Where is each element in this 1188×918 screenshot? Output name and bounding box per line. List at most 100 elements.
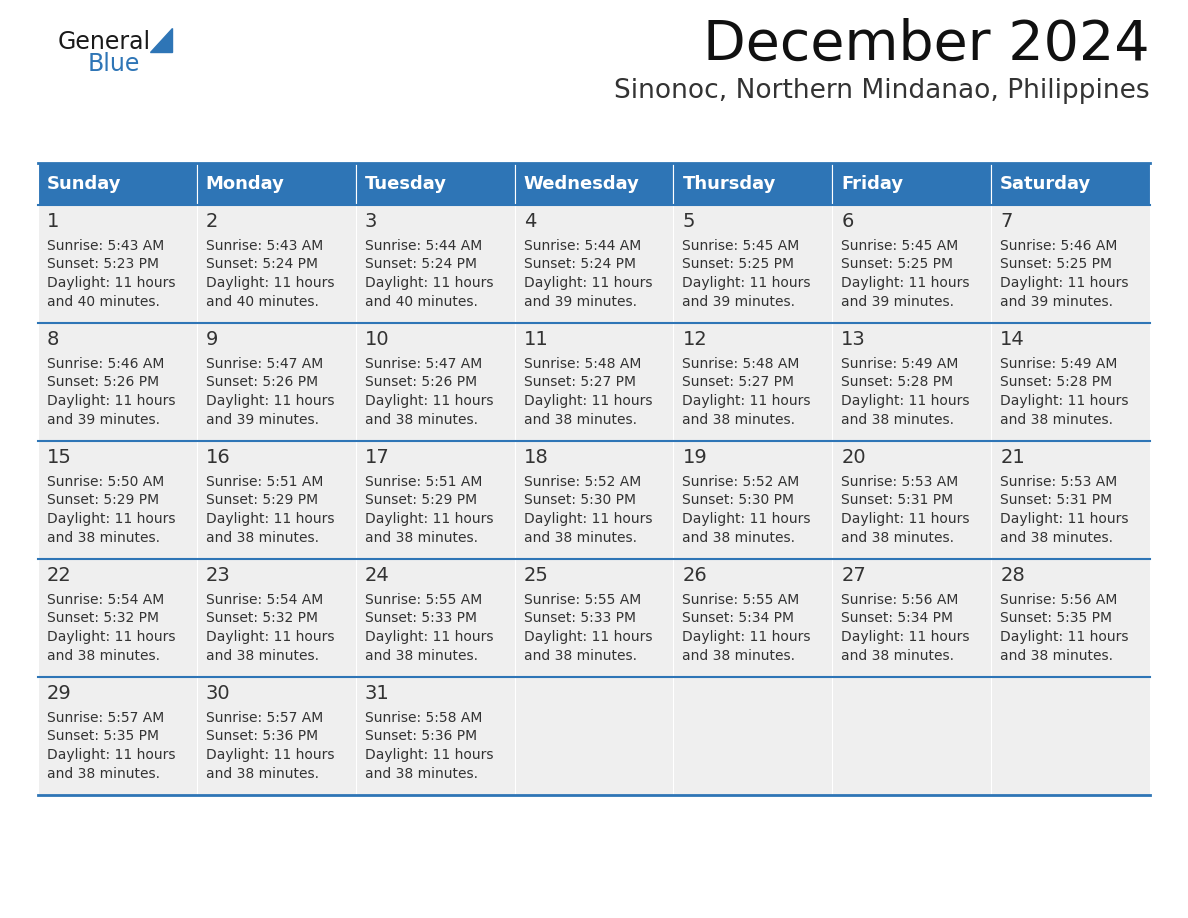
Text: Sunset: 5:34 PM: Sunset: 5:34 PM — [682, 611, 795, 625]
Text: Sunrise: 5:56 AM: Sunrise: 5:56 AM — [841, 593, 959, 607]
Text: and 38 minutes.: and 38 minutes. — [365, 767, 478, 780]
Bar — [991, 559, 1150, 677]
Bar — [38, 441, 197, 559]
Text: Sunset: 5:26 PM: Sunset: 5:26 PM — [206, 375, 318, 389]
Text: Sunset: 5:25 PM: Sunset: 5:25 PM — [682, 258, 795, 272]
Bar — [514, 205, 674, 323]
Text: Daylight: 11 hours: Daylight: 11 hours — [682, 630, 811, 644]
Text: 11: 11 — [524, 330, 549, 349]
Bar — [38, 323, 197, 441]
Text: Sunrise: 5:47 AM: Sunrise: 5:47 AM — [206, 357, 323, 371]
Text: and 38 minutes.: and 38 minutes. — [682, 648, 796, 663]
Text: Daylight: 11 hours: Daylight: 11 hours — [841, 512, 969, 526]
Text: Daylight: 11 hours: Daylight: 11 hours — [206, 512, 334, 526]
Text: 8: 8 — [48, 330, 59, 349]
Text: Sunrise: 5:46 AM: Sunrise: 5:46 AM — [48, 357, 164, 371]
Text: and 39 minutes.: and 39 minutes. — [524, 295, 637, 308]
Text: Sunset: 5:35 PM: Sunset: 5:35 PM — [1000, 611, 1112, 625]
Text: Blue: Blue — [88, 52, 140, 76]
Text: and 38 minutes.: and 38 minutes. — [365, 531, 478, 544]
Text: Daylight: 11 hours: Daylight: 11 hours — [841, 630, 969, 644]
Text: 10: 10 — [365, 330, 390, 349]
Text: Sunrise: 5:58 AM: Sunrise: 5:58 AM — [365, 711, 482, 725]
Text: Sunset: 5:33 PM: Sunset: 5:33 PM — [365, 611, 476, 625]
Text: and 38 minutes.: and 38 minutes. — [48, 531, 160, 544]
Text: 22: 22 — [48, 566, 71, 585]
Text: and 38 minutes.: and 38 minutes. — [1000, 531, 1113, 544]
Text: 7: 7 — [1000, 212, 1012, 231]
Text: and 38 minutes.: and 38 minutes. — [206, 648, 318, 663]
Text: 21: 21 — [1000, 448, 1025, 467]
Bar — [197, 677, 355, 795]
Text: Sunrise: 5:52 AM: Sunrise: 5:52 AM — [682, 475, 800, 489]
Text: Daylight: 11 hours: Daylight: 11 hours — [365, 276, 493, 290]
Text: Wednesday: Wednesday — [524, 175, 639, 193]
Text: and 39 minutes.: and 39 minutes. — [206, 412, 318, 427]
Text: Sunset: 5:25 PM: Sunset: 5:25 PM — [1000, 258, 1112, 272]
Text: 13: 13 — [841, 330, 866, 349]
Text: Sunrise: 5:52 AM: Sunrise: 5:52 AM — [524, 475, 640, 489]
Text: Sunrise: 5:57 AM: Sunrise: 5:57 AM — [48, 711, 164, 725]
Bar — [38, 559, 197, 677]
Bar — [833, 441, 991, 559]
Text: Sunrise: 5:53 AM: Sunrise: 5:53 AM — [1000, 475, 1118, 489]
Text: and 38 minutes.: and 38 minutes. — [1000, 412, 1113, 427]
Text: Daylight: 11 hours: Daylight: 11 hours — [206, 276, 334, 290]
Text: Daylight: 11 hours: Daylight: 11 hours — [524, 394, 652, 408]
Bar — [355, 559, 514, 677]
Bar — [674, 559, 833, 677]
Bar — [197, 163, 355, 205]
Text: Daylight: 11 hours: Daylight: 11 hours — [48, 276, 176, 290]
Text: Sunrise: 5:43 AM: Sunrise: 5:43 AM — [206, 239, 323, 253]
Text: Daylight: 11 hours: Daylight: 11 hours — [841, 394, 969, 408]
Text: and 38 minutes.: and 38 minutes. — [841, 412, 954, 427]
Bar — [197, 559, 355, 677]
Text: Sunrise: 5:45 AM: Sunrise: 5:45 AM — [682, 239, 800, 253]
Text: and 38 minutes.: and 38 minutes. — [682, 412, 796, 427]
Text: Sunset: 5:27 PM: Sunset: 5:27 PM — [524, 375, 636, 389]
Text: Sunset: 5:36 PM: Sunset: 5:36 PM — [365, 730, 476, 744]
Text: 23: 23 — [206, 566, 230, 585]
Text: Daylight: 11 hours: Daylight: 11 hours — [206, 630, 334, 644]
Bar — [833, 323, 991, 441]
Text: Sunset: 5:26 PM: Sunset: 5:26 PM — [365, 375, 476, 389]
Text: Friday: Friday — [841, 175, 903, 193]
Bar — [355, 323, 514, 441]
Text: 6: 6 — [841, 212, 854, 231]
Text: and 40 minutes.: and 40 minutes. — [206, 295, 318, 308]
Bar — [38, 205, 197, 323]
Text: Sunset: 5:34 PM: Sunset: 5:34 PM — [841, 611, 953, 625]
Text: Daylight: 11 hours: Daylight: 11 hours — [48, 630, 176, 644]
Text: Sunset: 5:24 PM: Sunset: 5:24 PM — [365, 258, 476, 272]
Text: and 39 minutes.: and 39 minutes. — [1000, 295, 1113, 308]
Text: and 39 minutes.: and 39 minutes. — [682, 295, 796, 308]
Bar — [514, 323, 674, 441]
Text: Monday: Monday — [206, 175, 285, 193]
Text: and 38 minutes.: and 38 minutes. — [524, 412, 637, 427]
Text: Daylight: 11 hours: Daylight: 11 hours — [365, 512, 493, 526]
Text: Sunset: 5:31 PM: Sunset: 5:31 PM — [1000, 494, 1112, 508]
Text: Sunrise: 5:43 AM: Sunrise: 5:43 AM — [48, 239, 164, 253]
Text: Sunrise: 5:44 AM: Sunrise: 5:44 AM — [365, 239, 482, 253]
Bar — [355, 205, 514, 323]
Text: Daylight: 11 hours: Daylight: 11 hours — [524, 512, 652, 526]
Text: Sunrise: 5:49 AM: Sunrise: 5:49 AM — [841, 357, 959, 371]
Text: Sunset: 5:35 PM: Sunset: 5:35 PM — [48, 730, 159, 744]
Text: Daylight: 11 hours: Daylight: 11 hours — [841, 276, 969, 290]
Text: 16: 16 — [206, 448, 230, 467]
Polygon shape — [150, 28, 172, 52]
Bar — [197, 205, 355, 323]
Text: 9: 9 — [206, 330, 219, 349]
Text: Sunrise: 5:54 AM: Sunrise: 5:54 AM — [48, 593, 164, 607]
Text: Sunrise: 5:45 AM: Sunrise: 5:45 AM — [841, 239, 959, 253]
Text: Daylight: 11 hours: Daylight: 11 hours — [1000, 512, 1129, 526]
Bar — [674, 323, 833, 441]
Text: Daylight: 11 hours: Daylight: 11 hours — [365, 394, 493, 408]
Bar — [38, 677, 197, 795]
Bar — [674, 205, 833, 323]
Text: 12: 12 — [682, 330, 707, 349]
Text: Sunrise: 5:55 AM: Sunrise: 5:55 AM — [365, 593, 482, 607]
Bar — [355, 441, 514, 559]
Text: Sunset: 5:24 PM: Sunset: 5:24 PM — [524, 258, 636, 272]
Text: Sunset: 5:29 PM: Sunset: 5:29 PM — [206, 494, 318, 508]
